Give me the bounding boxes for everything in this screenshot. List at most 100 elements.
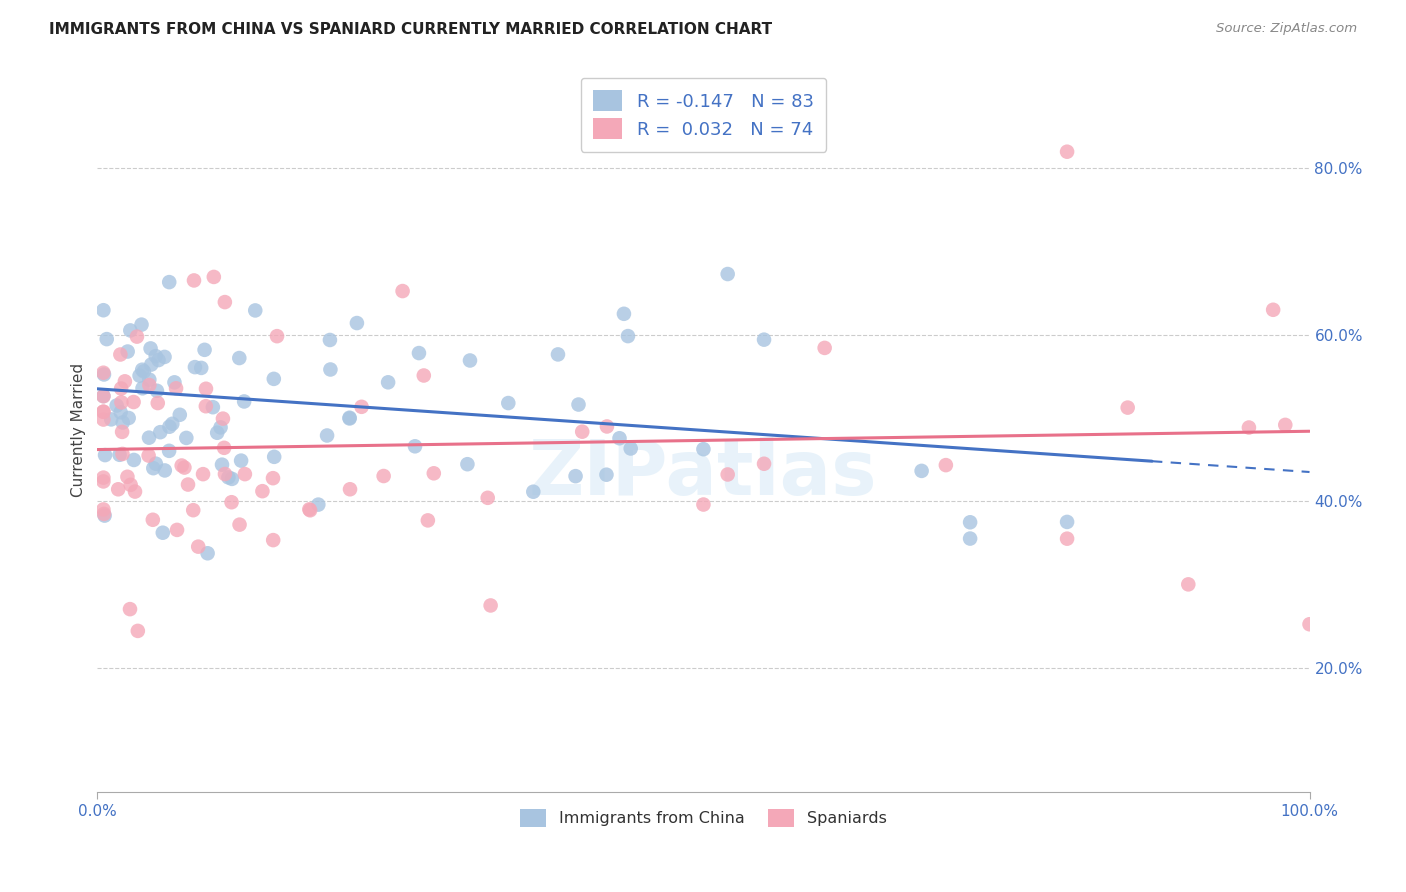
Point — [197, 546, 219, 560]
Point — [118, 602, 141, 616]
Point — [138, 378, 160, 392]
Text: Source: ZipAtlas.com: Source: ZipAtlas.com — [1216, 22, 1357, 36]
Point — [93, 389, 115, 403]
Point — [373, 469, 395, 483]
Point — [173, 460, 195, 475]
Point — [404, 439, 426, 453]
Point — [228, 351, 250, 365]
Point — [111, 447, 134, 461]
Point — [100, 412, 122, 426]
Point — [456, 457, 478, 471]
Point — [190, 360, 212, 375]
Point — [96, 332, 118, 346]
Point — [233, 394, 256, 409]
Point — [212, 441, 235, 455]
Point — [692, 498, 714, 512]
Point — [1298, 617, 1320, 632]
Point — [262, 471, 284, 485]
Point — [122, 453, 145, 467]
Point — [752, 333, 775, 347]
Point — [229, 453, 252, 467]
Point — [1056, 145, 1078, 159]
Point — [146, 384, 169, 398]
Point — [166, 523, 188, 537]
Point — [547, 347, 569, 361]
Point — [176, 431, 198, 445]
Point — [107, 483, 129, 497]
Point — [458, 353, 481, 368]
Point — [377, 376, 399, 390]
Point — [111, 425, 134, 439]
Point — [692, 442, 714, 457]
Point — [110, 405, 132, 419]
Point — [571, 425, 593, 439]
Point — [1263, 302, 1285, 317]
Point — [125, 329, 148, 343]
Point — [152, 525, 174, 540]
Point — [479, 599, 502, 613]
Point — [609, 431, 631, 445]
Point — [298, 502, 321, 516]
Point — [339, 411, 361, 425]
Point — [959, 532, 981, 546]
Point — [169, 408, 191, 422]
Point — [157, 275, 180, 289]
Point — [153, 463, 176, 477]
Point — [1237, 420, 1260, 434]
Point — [1274, 417, 1296, 432]
Point — [1177, 577, 1199, 591]
Point — [153, 350, 176, 364]
Point — [205, 425, 228, 440]
Point — [477, 491, 499, 505]
Point — [193, 343, 215, 357]
Point — [211, 458, 233, 472]
Point — [93, 412, 115, 426]
Point — [416, 513, 439, 527]
Point — [617, 329, 640, 343]
Point — [183, 273, 205, 287]
Point — [307, 498, 329, 512]
Point — [93, 405, 115, 419]
Point — [165, 381, 187, 395]
Point — [201, 401, 224, 415]
Point — [191, 467, 214, 482]
Point — [163, 376, 186, 390]
Point — [110, 347, 132, 361]
Point — [567, 398, 589, 412]
Point — [339, 482, 361, 496]
Point — [146, 396, 169, 410]
Point — [221, 472, 243, 486]
Point — [299, 503, 322, 517]
Point — [202, 269, 225, 284]
Point — [108, 448, 131, 462]
Point — [177, 477, 200, 491]
Point — [157, 419, 180, 434]
Point — [262, 533, 284, 548]
Point — [498, 396, 520, 410]
Point — [959, 516, 981, 530]
Point — [93, 366, 115, 380]
Point — [139, 342, 162, 356]
Point — [120, 478, 142, 492]
Legend: Immigrants from China, Spaniards: Immigrants from China, Spaniards — [512, 800, 894, 835]
Point — [194, 382, 217, 396]
Point — [138, 431, 160, 445]
Point — [221, 495, 243, 509]
Point — [93, 507, 115, 521]
Point — [564, 469, 586, 483]
Point — [110, 382, 132, 396]
Point — [170, 458, 193, 473]
Point — [93, 508, 115, 523]
Point — [93, 502, 115, 516]
Point — [120, 323, 142, 337]
Point — [522, 484, 544, 499]
Point — [339, 410, 361, 425]
Y-axis label: Currently Married: Currently Married — [72, 363, 86, 498]
Point — [263, 372, 285, 386]
Point — [93, 470, 115, 484]
Point — [228, 517, 250, 532]
Point — [1116, 401, 1139, 415]
Point — [412, 368, 434, 383]
Point — [814, 341, 837, 355]
Point — [131, 362, 153, 376]
